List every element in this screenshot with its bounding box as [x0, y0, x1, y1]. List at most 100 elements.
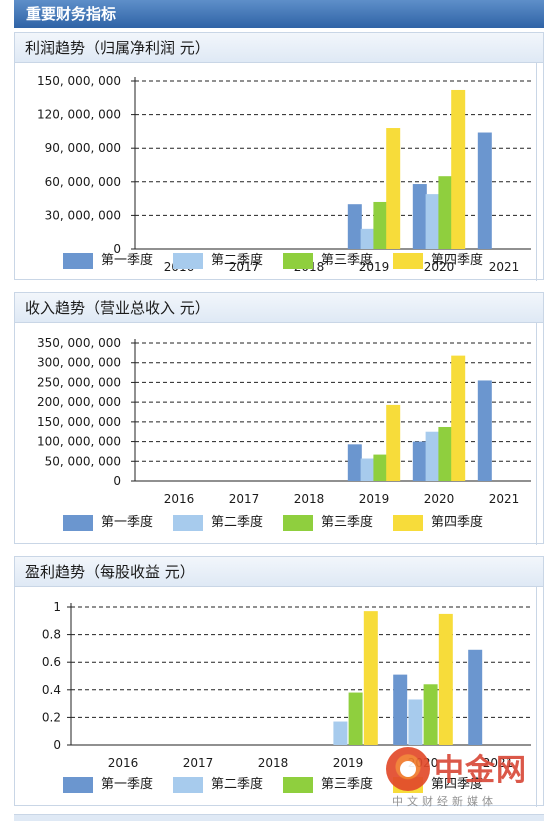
x-tick-label: 2021	[489, 260, 520, 274]
x-tick-label: 2021	[489, 492, 520, 506]
revenue-legend: 第一季度 第二季度 第三季度 第四季度	[63, 513, 523, 533]
legend-swatch	[173, 253, 203, 269]
bar-4	[386, 404, 401, 481]
x-tick-label: 2017	[229, 260, 260, 274]
legend-swatch	[63, 515, 93, 531]
bar-1	[347, 204, 362, 249]
x-tick-label: 2019	[333, 756, 364, 770]
bar-3	[373, 201, 388, 249]
x-tick-label: 2020	[424, 260, 455, 274]
legend-label: 第三季度	[321, 777, 374, 792]
side-scroll-track	[536, 63, 543, 281]
bar-3	[348, 692, 363, 745]
bar-3	[438, 426, 453, 481]
bar-1	[412, 184, 427, 249]
x-tick-label: 2020	[424, 492, 455, 506]
legend-swatch	[393, 515, 423, 531]
x-tick-label: 2017	[229, 492, 260, 506]
bar-3	[438, 176, 453, 249]
y-tick-label: 100, 000, 000	[37, 435, 121, 449]
watermark-subtitle: 中文财经新媒体	[392, 795, 497, 808]
bar-4	[451, 355, 466, 481]
legend-swatch	[393, 253, 423, 269]
profit-trend-panel: 利润趋势（归属净利润 元） 0 30, 000, 000 60, 000, 000 9…	[14, 32, 544, 281]
page-title: 重要财务指标	[14, 0, 544, 28]
legend-label: 第一季度	[101, 253, 154, 268]
revenue-trend-chart: 0 50, 000, 000 100, 000, 000 150, 000, 000 2…	[37, 336, 531, 506]
revenue-trend-panel: 收入趋势（营业总收入 元） 0 50, 000, 000 100, 000, 000…	[14, 292, 544, 545]
y-tick-label: 0	[113, 474, 121, 488]
bar-2	[360, 458, 375, 481]
y-tick-label: 50, 000, 000	[45, 454, 121, 468]
bar-2	[360, 228, 375, 249]
legend-swatch	[283, 777, 313, 793]
side-scroll-track	[536, 587, 543, 807]
bar-1	[412, 441, 427, 481]
bar-1	[347, 444, 362, 481]
eps-trend-title: 盈利趋势（每股收益 元）	[15, 557, 543, 587]
revenue-trend-title: 收入趋势（营业总收入 元）	[15, 293, 543, 323]
y-tick-label: 0	[113, 242, 121, 256]
y-tick-label: 90, 000, 000	[45, 141, 121, 155]
x-tick-label: 2019	[359, 260, 390, 274]
x-tick-label: 2018	[294, 492, 325, 506]
legend-swatch	[283, 253, 313, 269]
eps-legend: 第一季度 第二季度 第三季度 第四季度	[63, 775, 523, 795]
profit-legend: 第一季度 第二季度 第三季度 第四季度	[63, 251, 523, 271]
legend-label: 第一季度	[101, 777, 154, 792]
site-watermark: 中金网 中文财经新媒体	[386, 745, 536, 809]
bar-1	[468, 649, 483, 745]
bar-4	[438, 613, 453, 745]
bar-1	[477, 132, 492, 249]
bar-1	[393, 674, 408, 745]
legend-swatch	[63, 253, 93, 269]
bar-4	[451, 89, 466, 250]
y-tick-label: 150, 000, 000	[37, 415, 121, 429]
y-tick-label: 1	[53, 600, 61, 614]
y-tick-label: 30, 000, 000	[45, 208, 121, 222]
y-tick-label: 0.8	[42, 628, 61, 642]
legend-label: 第二季度	[211, 515, 264, 530]
watermark-brand: 中金网	[434, 753, 527, 788]
legend-label: 第四季度	[431, 253, 484, 268]
y-tick-label: 150, 000, 000	[37, 74, 121, 88]
x-tick-label: 2016	[108, 756, 139, 770]
bar-4	[386, 128, 401, 249]
x-tick-label: 2018	[258, 756, 289, 770]
side-scroll-track	[536, 323, 543, 545]
bar-2	[425, 431, 440, 481]
bar-3	[373, 454, 388, 481]
bar-2	[408, 699, 423, 745]
x-tick-label: 2017	[183, 756, 214, 770]
y-tick-label: 0.6	[42, 655, 61, 669]
y-tick-label: 120, 000, 000	[37, 108, 121, 122]
bar-2	[425, 194, 440, 249]
legend-label: 第一季度	[101, 515, 154, 530]
legend-label: 第四季度	[431, 515, 484, 530]
y-tick-label: 0.2	[42, 710, 61, 724]
brand-logo-icon	[386, 747, 430, 791]
y-tick-label: 60, 000, 000	[45, 175, 121, 189]
legend-swatch	[173, 515, 203, 531]
y-tick-label: 350, 000, 000	[37, 336, 121, 350]
legend-label: 第二季度	[211, 253, 264, 268]
bar-4	[363, 611, 378, 745]
next-panel-edge	[14, 814, 544, 821]
x-tick-label: 2019	[359, 492, 390, 506]
bar-1	[477, 380, 492, 481]
y-tick-label: 200, 000, 000	[37, 395, 121, 409]
x-tick-label: 2016	[164, 492, 195, 506]
x-tick-label: 2021	[483, 756, 514, 770]
y-tick-label: 0.4	[42, 683, 61, 697]
legend-label: 第四季度	[431, 777, 484, 792]
profit-trend-chart: 0 30, 000, 000 60, 000, 000 90, 000, 000 120…	[37, 74, 531, 274]
legend-label: 第三季度	[321, 515, 374, 530]
bar-3	[423, 684, 438, 745]
legend-swatch	[283, 515, 313, 531]
eps-trend-panel: 盈利趋势（每股收益 元） 0 0.2 0.4 0.6 0.8 1 2016 2017 2018 2…	[14, 556, 544, 807]
bar-2	[333, 721, 348, 745]
legend-label: 第二季度	[211, 777, 264, 792]
legend-swatch	[173, 777, 203, 793]
y-tick-label: 250, 000, 000	[37, 375, 121, 389]
profit-trend-title: 利润趋势（归属净利润 元）	[15, 33, 543, 63]
